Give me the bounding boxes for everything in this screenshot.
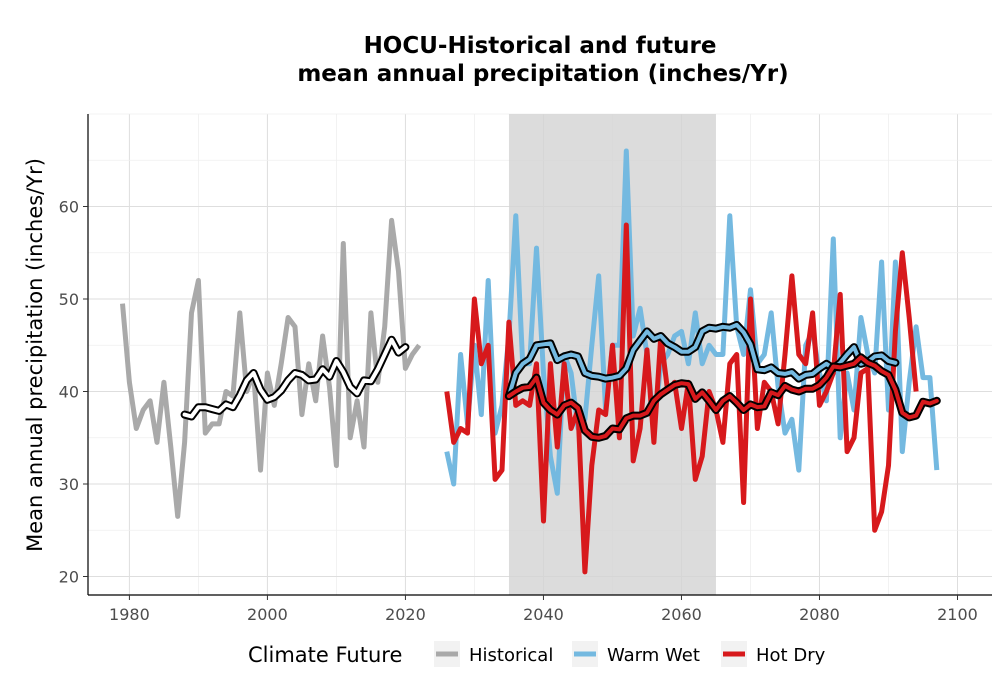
hot-dry-10-yr-rolling-mean-line	[506, 355, 939, 440]
x-tick-labels: 1980 2000 2020 2040 2060 2080 2100	[109, 605, 978, 624]
x-tick-label: 1980	[109, 605, 150, 624]
x-tick-label: 2060	[661, 605, 702, 624]
legend: Historical Warm Wet Hot Dry	[434, 641, 826, 667]
legend-label-historical: Historical	[469, 645, 553, 666]
historical-10-yr-rolling-mean-line	[182, 337, 408, 419]
x-tick-label: 2040	[523, 605, 564, 624]
y-tick-label: 30	[59, 475, 79, 494]
legend-label-warm-wet: Warm Wet	[607, 645, 700, 666]
series-lines	[120, 148, 941, 575]
y-tick-label: 60	[59, 198, 79, 217]
x-tick-label: 2100	[937, 605, 978, 624]
axes	[83, 114, 992, 600]
y-tick-label: 40	[59, 383, 79, 402]
chart-title-line-1: HOCU-Historical and future	[364, 33, 717, 59]
y-tick-label: 20	[59, 568, 79, 587]
y-axis-label: Mean annual precipitation (inches/Yr)	[23, 158, 47, 552]
x-tick-label: 2000	[247, 605, 288, 624]
hot-dry-line	[444, 222, 919, 575]
x-tick-label: 2020	[385, 605, 426, 624]
y-tick-label: 50	[59, 290, 79, 309]
y-tick-labels: 20 30 40 50 60	[59, 198, 79, 587]
historical-line	[120, 217, 422, 519]
legend-title: Climate Future	[248, 643, 402, 667]
chart-title-line-2: mean annual precipitation (inches/Yr)	[297, 61, 788, 87]
x-tick-label: 2080	[799, 605, 840, 624]
legend-label-hot-dry: Hot Dry	[756, 645, 826, 666]
